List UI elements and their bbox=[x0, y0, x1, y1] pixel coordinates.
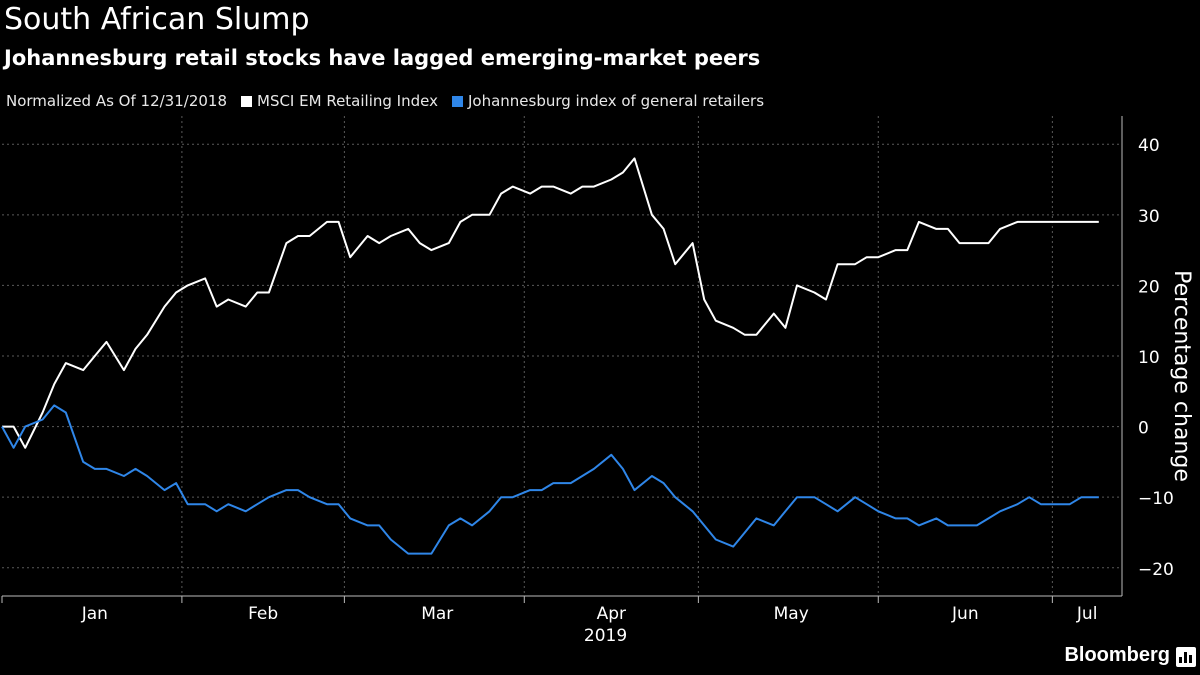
y-tick-label: 20 bbox=[1138, 277, 1160, 297]
legend: Normalized As Of 12/31/2018 MSCI EM Reta… bbox=[6, 92, 778, 110]
legend-swatch-johannesburg bbox=[451, 95, 463, 107]
chart-subtitle: Johannesburg retail stocks have lagged e… bbox=[4, 46, 761, 70]
x-year-label: 2019 bbox=[584, 626, 627, 646]
y-tick-label: 30 bbox=[1138, 207, 1160, 227]
y-tick-label: 10 bbox=[1138, 348, 1160, 368]
series-line-msci bbox=[2, 157, 1099, 449]
bloomberg-logo: Bloomberg bbox=[1064, 644, 1170, 666]
y-axis-title: Percentage change bbox=[1169, 270, 1194, 482]
y-tick-label: 0 bbox=[1138, 419, 1149, 439]
legend-note: Normalized As Of 12/31/2018 bbox=[6, 92, 227, 110]
x-tick-label: Apr bbox=[597, 604, 626, 624]
x-tick-label: Jan bbox=[81, 604, 108, 624]
x-tick-label: Jun bbox=[951, 604, 979, 624]
series-line-johannesburg bbox=[1, 404, 1099, 555]
x-tick-label: Feb bbox=[248, 604, 278, 624]
y-tick-label: 40 bbox=[1138, 136, 1160, 156]
legend-label-johannesburg: Johannesburg index of general retailers bbox=[467, 92, 765, 110]
chart-title: South African Slump bbox=[4, 2, 310, 37]
x-tick-label: May bbox=[774, 604, 809, 624]
y-tick-label: −20 bbox=[1138, 560, 1174, 580]
y-tick-label: −10 bbox=[1138, 489, 1174, 509]
legend-item-johannesburg: Johannesburg index of general retailers bbox=[451, 92, 765, 110]
legend-swatch-msci bbox=[241, 95, 252, 107]
x-tick-label: Jul bbox=[1076, 604, 1098, 624]
legend-label-msci: MSCI EM Retailing Index bbox=[257, 92, 438, 110]
legend-note-text: Normalized As Of 12/31/2018 bbox=[6, 92, 227, 110]
legend-item-msci: MSCI EM Retailing Index bbox=[241, 92, 438, 110]
bloomberg-chart-icon bbox=[1176, 647, 1196, 667]
x-tick-label: Mar bbox=[421, 604, 453, 624]
